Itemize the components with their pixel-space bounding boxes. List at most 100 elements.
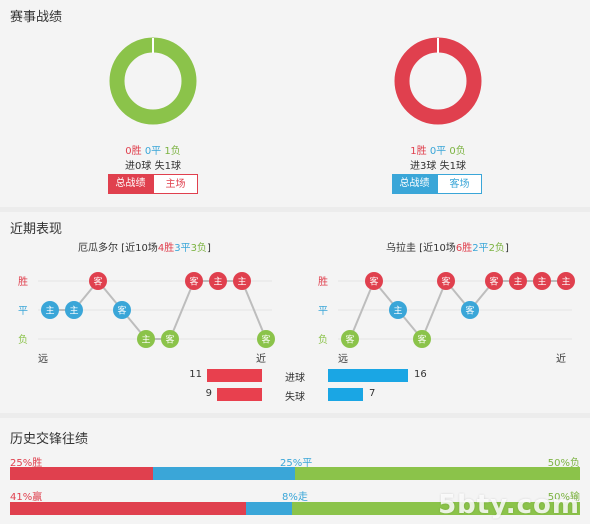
left-match-venue-label: 主 [213,276,222,288]
history-row1-mid-label: 25%平 [280,458,313,469]
left-match-point[interactable] [209,272,227,290]
right-match-point[interactable] [389,301,407,319]
left-axis-label-D: 平 [18,306,28,317]
left-match-point[interactable] [65,301,83,319]
left-axis-label-W: 胜 [18,276,28,288]
right-tab-away[interactable]: 客场 [437,174,482,194]
right-losses: 0负 [449,146,466,157]
right-match-point[interactable] [509,272,527,290]
right-match-venue-label: 主 [513,276,522,288]
history-row2-bar [10,502,580,515]
left-team-draws: 3平 [174,243,191,254]
right-form-line [349,279,566,341]
left-goals-for-value: 11 [189,369,202,380]
left-match-venue-label: 主 [237,276,246,288]
left-match-point[interactable] [41,301,59,319]
watermark: 5bty.com [438,490,580,520]
right-match-venue-label: 主 [561,276,570,288]
right-match-venue-label: 客 [441,276,450,288]
left-match-point[interactable] [137,330,155,348]
right-axis-label-L: 负 [318,333,328,346]
history-row2-mid-label: 8%走 [282,492,308,503]
left-team-summary: 厄瓜多尔 [近10场4胜3平3负] [78,239,211,254]
right-match-venue-label: 客 [489,276,498,288]
left-form-chart: 胜平负主 主客客主 客客主主客远近 [18,272,275,365]
left-match-venue-label: 主 [69,305,78,317]
right-team-losses: 2负 [488,243,505,254]
right-goals: 进3球 失1球 [410,161,466,172]
right-match-venue-label: 主 [537,276,546,288]
left-record-counts: 0胜 0平 1负 [103,142,203,157]
left-goals: 进0球 失1球 [125,161,181,172]
history-row1-right-label: 50%负 [547,458,580,469]
left-match-point[interactable] [161,330,179,348]
left-match-point[interactable] [233,272,251,290]
right-axis-near-label: 近 [556,352,566,365]
left-goals-against-bar [217,388,262,401]
right-match-venue-label: 客 [417,334,426,346]
left-tab-home[interactable]: 主场 [153,174,198,194]
recent-section: 近期表现 厄瓜多尔 [近10场4胜3平3负] 乌拉圭 [近10场6胜2平2负] … [0,212,590,413]
right-match-venue-label: 客 [345,334,354,346]
left-form-line [50,279,267,340]
right-axis-label-D: 平 [318,306,328,317]
section-title: 近期表现 [10,222,63,237]
right-match-point[interactable] [485,272,503,290]
left-match-point[interactable] [185,272,203,290]
left-axis-near-label: 近 [256,352,266,365]
left-match-venue-label: 主 [45,305,54,317]
right-goals-for-value: 16 [414,369,427,380]
right-axis-label-W: 胜 [318,276,328,288]
right-axis-far-label: 远 [338,353,348,365]
goals-against-label: 失球 [285,392,305,403]
right-match-point[interactable] [437,272,455,290]
left-tab-overall[interactable]: 总战绩 [108,174,153,194]
left-wins: 0胜 [125,146,142,157]
left-match-point[interactable] [89,272,107,290]
left-team-bracket: ] [206,243,211,254]
left-losses: 1负 [164,146,181,157]
right-match-point[interactable] [533,272,551,290]
left-match-venue-label: 客 [189,276,198,288]
history-row1-win-segment [10,467,153,480]
right-goals-for-bar [328,369,408,382]
left-team-name: 厄瓜多尔 [近10场 [78,243,158,254]
right-match-venue-label: 客 [369,276,378,288]
history-row2-loss-segment [292,502,580,515]
history-row2-win-segment [10,502,247,515]
right-match-point[interactable] [341,330,359,348]
right-tab-overall[interactable]: 总战绩 [392,174,437,194]
section-title: 历史交锋往绩 [10,432,89,447]
right-goals-against-value: 7 [369,388,376,399]
right-match-point[interactable] [413,330,431,348]
left-team-wins: 4胜 [157,243,175,254]
right-wins: 1胜 [410,146,427,157]
left-match-venue-label: 客 [165,334,174,346]
right-team-draws: 2平 [472,243,489,254]
right-team-name: 乌拉圭 [近10场 [386,243,456,254]
right-match-point[interactable] [557,272,575,290]
left-match-point[interactable] [257,330,275,348]
right-form-chart: 胜平负 客客主客客客客主主主远近 [318,272,575,365]
history-row1-left-label: 25%胜 [10,458,43,469]
right-match-point[interactable] [365,272,383,290]
right-donut-chart [394,37,482,125]
left-draws: 0平 [144,146,162,157]
left-donut-chart [109,37,197,125]
right-team-summary: 乌拉圭 [近10场6胜2平2负] [386,239,509,254]
section-title: 赛事战绩 [10,10,63,25]
right-team-bracket: ] [504,243,509,254]
right-draws: 0平 [429,146,447,157]
left-goals-for-bar [207,369,262,382]
left-match-point[interactable] [113,301,131,319]
record-section: 赛事战绩 0胜 0平 1负 进0球 失1球 总战绩 主场 1胜 0平 0负 进3… [0,0,590,207]
left-match-venue-label: 主 [141,334,150,346]
history-row2-right-label: 50%输 [547,492,580,503]
history-row1-loss-segment [295,467,580,480]
right-match-point[interactable] [461,301,479,319]
left-goals-against-value: 9 [205,388,212,399]
goals-for-label: 进球 [285,373,305,384]
right-record-counts: 1胜 0平 0负 [388,142,488,157]
right-goals-against-bar [328,388,363,401]
history-row2-left-label: 41%赢 [10,492,43,503]
